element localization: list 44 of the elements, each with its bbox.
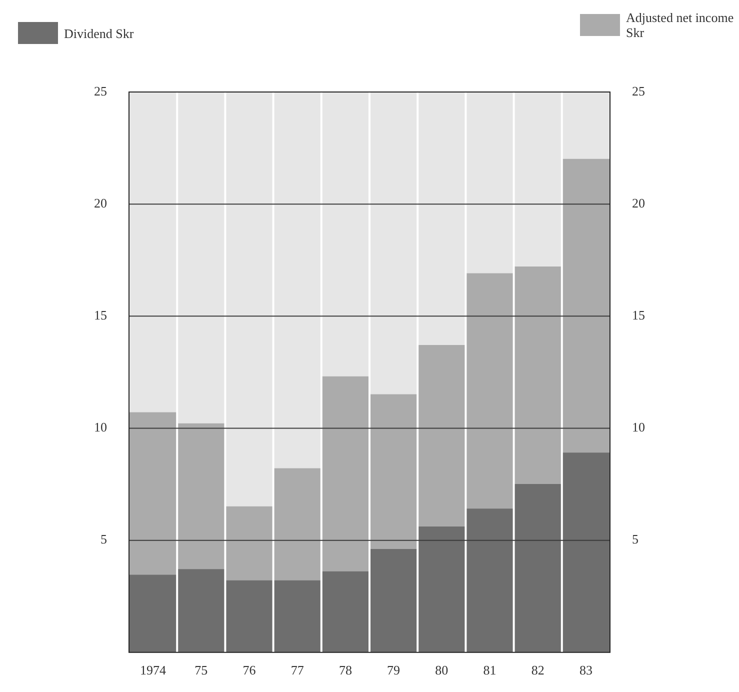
- x-tick-label: 83: [579, 662, 592, 678]
- bar: [224, 580, 274, 652]
- bar: [129, 412, 178, 576]
- bar: [272, 580, 322, 652]
- bar: [562, 158, 610, 454]
- y-tick-label: 5: [100, 532, 107, 547]
- x-tick-label: 75: [194, 662, 208, 678]
- x-tick-label: 77: [290, 662, 304, 678]
- bar: [465, 508, 514, 652]
- bar: [513, 484, 562, 652]
- legend-item: Adjusted net income Skr: [580, 10, 735, 40]
- y-tick-label: 20: [94, 196, 107, 210]
- y-tick-label: 15: [94, 308, 107, 323]
- y-tick-label: 10: [94, 420, 107, 435]
- bar: [321, 376, 370, 572]
- legend-label: Dividend Skr: [64, 26, 134, 40]
- x-tick-label: 76: [242, 662, 256, 678]
- bar: [224, 506, 274, 581]
- bar: [562, 452, 610, 652]
- legend-label: Adjusted net income Skr: [626, 10, 735, 40]
- bar: [176, 423, 226, 570]
- x-tick-label: 78: [338, 662, 352, 678]
- y2-tick-label: 20: [632, 196, 645, 210]
- y-tick-label: 25: [94, 83, 107, 98]
- bar: [513, 266, 562, 485]
- x-tick-label: 80: [435, 662, 448, 678]
- x-tick-label: 81: [483, 662, 496, 678]
- bar: [417, 526, 466, 652]
- bar: [369, 394, 418, 550]
- x-tick-label: 1974: [140, 662, 167, 678]
- bar: [129, 574, 178, 652]
- bar: [465, 273, 514, 510]
- bar: [369, 548, 418, 652]
- y2-tick-label: 15: [632, 308, 645, 323]
- y2-tick-label: 10: [632, 420, 645, 435]
- bar: [321, 571, 370, 652]
- y2-tick-label: 5: [632, 532, 638, 547]
- x-tick-label: 79: [387, 662, 400, 678]
- x-tick-label: 82: [531, 662, 544, 678]
- y2-tick-label: 25: [632, 83, 645, 98]
- bar: [176, 569, 226, 652]
- bar: [417, 344, 466, 528]
- bar: [272, 468, 322, 581]
- legend-item: Dividend Skr: [18, 22, 168, 44]
